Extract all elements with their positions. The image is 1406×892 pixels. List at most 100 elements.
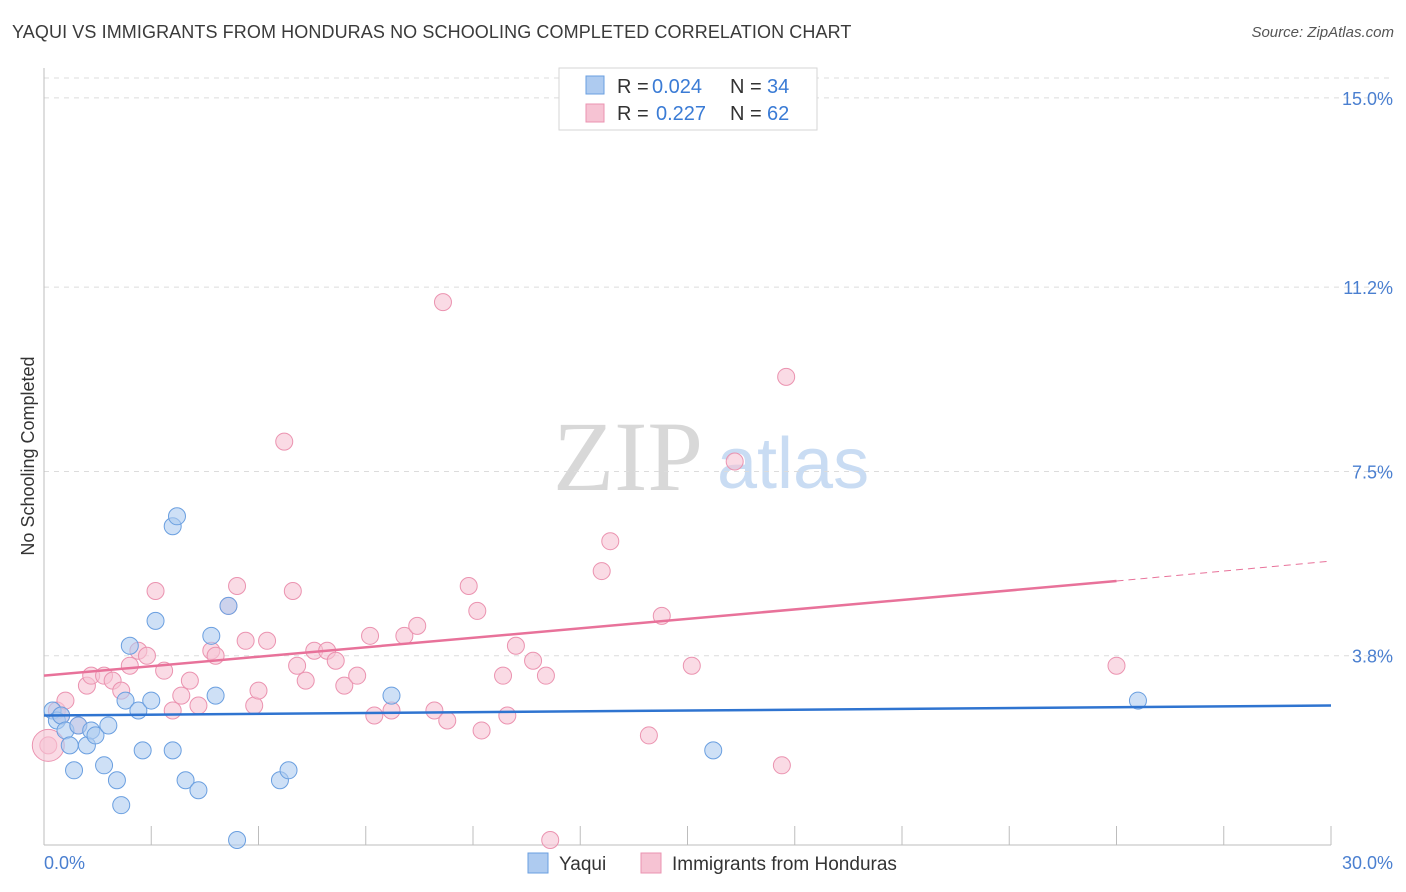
honduras-point-51 bbox=[536, 666, 555, 685]
legend-r-value-honduras: 0.227 bbox=[656, 103, 706, 125]
honduras-point-54 bbox=[601, 532, 620, 551]
legend-swatch-honduras bbox=[585, 103, 605, 123]
y-tick-label-3: 15.0% bbox=[1342, 89, 1393, 109]
yaqui-point-15 bbox=[120, 636, 139, 655]
honduras-point-61 bbox=[1107, 656, 1126, 675]
honduras-point-40 bbox=[408, 616, 427, 635]
honduras-point-25 bbox=[249, 681, 268, 700]
honduras-trend-extension bbox=[1116, 560, 1332, 582]
yaqui-points bbox=[43, 507, 1147, 850]
bottom-legend-label-honduras: Immigrants from Honduras bbox=[672, 854, 897, 875]
source-label: Source: ZipAtlas.com bbox=[1251, 24, 1394, 41]
legend-n-value-yaqui: 34 bbox=[767, 76, 789, 98]
honduras-point-28 bbox=[283, 581, 302, 600]
honduras-point-24 bbox=[245, 696, 264, 715]
honduras-point-35 bbox=[348, 666, 367, 685]
honduras-point-30 bbox=[296, 671, 315, 690]
honduras-point-50 bbox=[524, 651, 543, 670]
yaqui-point-10 bbox=[95, 756, 114, 775]
honduras-point-16 bbox=[172, 686, 191, 705]
y-tick-label-0: 3.8% bbox=[1352, 647, 1393, 667]
honduras-point-33 bbox=[326, 651, 345, 670]
series-legend: Yaqui Immigrants from Honduras bbox=[527, 852, 897, 875]
honduras-point-53 bbox=[592, 562, 611, 581]
yaqui-point-19 bbox=[146, 611, 165, 630]
yaqui-point-18 bbox=[142, 691, 161, 710]
honduras-point-34 bbox=[335, 676, 354, 695]
chart-title: YAQUI VS IMMIGRANTS FROM HONDURAS NO SCH… bbox=[12, 22, 852, 42]
honduras-point-52 bbox=[541, 831, 560, 850]
y-tick-label-1: 7.5% bbox=[1352, 462, 1393, 482]
yaqui-point-12 bbox=[107, 771, 126, 790]
legend-r-label-yaqui: R = bbox=[617, 76, 649, 98]
honduras-point-60 bbox=[777, 367, 796, 386]
honduras-point-47 bbox=[494, 666, 513, 685]
yaqui-point-22 bbox=[167, 507, 186, 526]
watermark-zip: ZIP bbox=[553, 401, 703, 512]
honduras-point-36 bbox=[361, 626, 380, 645]
yaqui-point-31 bbox=[382, 686, 401, 705]
yaqui-point-11 bbox=[99, 716, 118, 735]
yaqui-point-13 bbox=[112, 796, 131, 815]
legend-n-label-honduras: N = bbox=[730, 103, 762, 125]
legend-n-label-yaqui: N = bbox=[730, 76, 762, 98]
x-tick-label-min: 0.0% bbox=[44, 853, 85, 873]
x-tick-marks bbox=[43, 826, 1332, 845]
bottom-legend-swatch-honduras bbox=[640, 852, 662, 874]
legend-r-label-honduras: R = bbox=[617, 103, 649, 125]
honduras-point-44 bbox=[459, 577, 478, 596]
honduras-point-37 bbox=[365, 706, 384, 725]
yaqui-point-26 bbox=[206, 686, 225, 705]
honduras-point-13 bbox=[146, 581, 165, 600]
honduras-point-27 bbox=[275, 432, 294, 451]
yaqui-point-21 bbox=[163, 741, 182, 760]
gridlines bbox=[44, 77, 1393, 657]
y-tick-labels: 3.8% 7.5% 11.2% 15.0% bbox=[1342, 89, 1393, 667]
bottom-legend-label-yaqui: Yaqui bbox=[559, 854, 606, 875]
yaqui-point-32 bbox=[704, 741, 723, 760]
honduras-point-59 bbox=[772, 756, 791, 775]
yaqui-point-33 bbox=[1128, 691, 1147, 710]
honduras-point-43 bbox=[433, 293, 452, 312]
y-tick-label-2: 11.2% bbox=[1343, 278, 1393, 298]
honduras-point-17 bbox=[180, 671, 199, 690]
correlation-legend: R = 0.024 N = 34 R = 0.227 N = 62 bbox=[558, 67, 818, 131]
honduras-point-49 bbox=[506, 636, 525, 655]
legend-n-value-honduras: 62 bbox=[767, 103, 789, 125]
yaqui-point-27 bbox=[219, 596, 238, 615]
honduras-point-29 bbox=[288, 656, 307, 675]
honduras-point-57 bbox=[682, 656, 701, 675]
bottom-legend-swatch-yaqui bbox=[527, 852, 549, 874]
legend-r-value-yaqui: 0.024 bbox=[652, 76, 702, 98]
honduras-point-12 bbox=[137, 646, 156, 665]
honduras-point-18 bbox=[189, 696, 208, 715]
honduras-point-46 bbox=[472, 721, 491, 740]
honduras-trend-line bbox=[43, 579, 1117, 677]
honduras-point-48 bbox=[498, 706, 517, 725]
honduras-point-15 bbox=[163, 701, 182, 720]
honduras-point-41 bbox=[425, 701, 444, 720]
honduras-points bbox=[31, 293, 1126, 850]
honduras-point-10 bbox=[120, 656, 139, 675]
yaqui-point-5 bbox=[65, 761, 84, 780]
yaqui-point-28 bbox=[228, 831, 247, 850]
yaqui-point-24 bbox=[189, 781, 208, 800]
yaqui-point-30 bbox=[279, 761, 298, 780]
yaqui-point-9 bbox=[86, 726, 105, 745]
honduras-point-55 bbox=[639, 726, 658, 745]
yaqui-trend-line bbox=[43, 704, 1332, 717]
honduras-point-45 bbox=[468, 601, 487, 620]
x-tick-label-max: 30.0% bbox=[1342, 853, 1393, 873]
honduras-point-26 bbox=[258, 631, 277, 650]
honduras-point-42 bbox=[438, 711, 457, 730]
yaqui-point-23 bbox=[176, 771, 195, 790]
y-axis-title: No Schooling Completed bbox=[18, 356, 38, 555]
yaqui-point-4 bbox=[60, 736, 79, 755]
honduras-point-22 bbox=[228, 577, 247, 596]
yaqui-point-25 bbox=[202, 626, 221, 645]
honduras-point-23 bbox=[236, 631, 255, 650]
legend-swatch-yaqui bbox=[585, 75, 605, 95]
honduras-point-58 bbox=[725, 452, 744, 471]
yaqui-point-14 bbox=[116, 691, 135, 710]
